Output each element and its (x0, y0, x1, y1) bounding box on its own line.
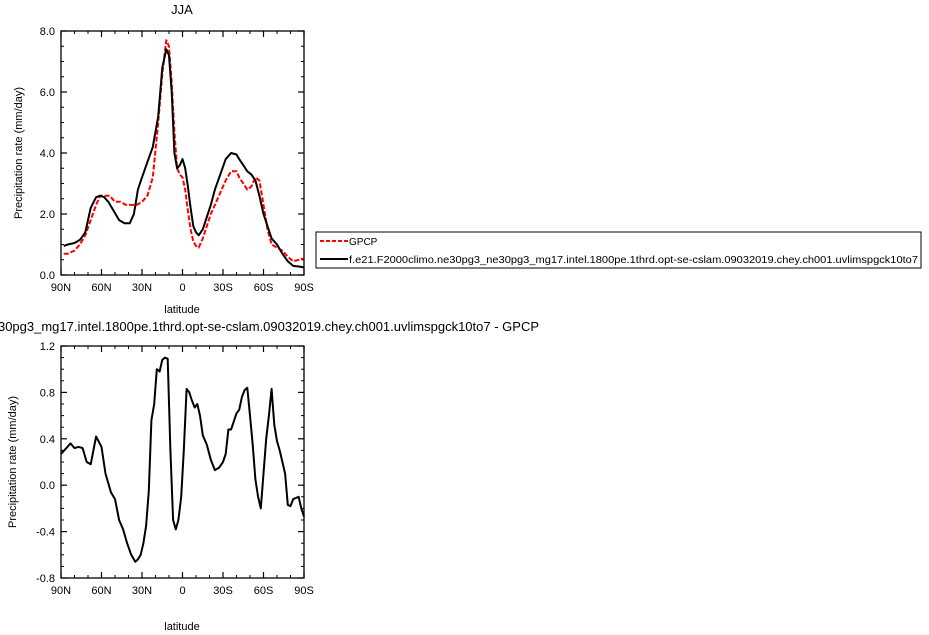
x-tick-label: 30N (132, 585, 152, 597)
x-axis-label: latitude (164, 304, 199, 316)
x-tick-label: 90N (51, 282, 71, 294)
series-line-1 (63, 48, 305, 269)
y-tick-label: 6.0 (40, 87, 55, 99)
y-tick-label: 2.0 (40, 209, 55, 221)
y-axis-label: Precipitation rate (mm/day) (7, 396, 19, 528)
x-tick-label: 30S (213, 282, 233, 294)
x-tick-label: 90S (294, 282, 314, 294)
x-tick-label: 0 (179, 585, 185, 597)
x-tick-label: 60S (254, 585, 274, 597)
x-tick-label: 90S (294, 585, 314, 597)
x-tick-label: 60N (91, 282, 111, 294)
y-tick-label: 0.8 (40, 387, 55, 399)
x-tick-label: 60N (91, 585, 111, 597)
series-line-0 (60, 356, 305, 563)
y-tick-label: 1.2 (40, 341, 55, 353)
chart-jja: JJA 90N 60N 30N 0 30S 60S 90S 0.0 2.0 4.0 6.0 8.0 l… (13, 2, 314, 316)
y-tick-label: 0.0 (40, 270, 55, 282)
chart-difference: f.e21.F2000climo.ne30pg3_ne30pg3_mg17.in… (0, 319, 539, 633)
axis-ticks: 90N 60N 30N 0 30S 60S 90S 0.0 2.0 4.0 6.0 8.0 (40, 26, 314, 294)
legend-box (315, 231, 922, 269)
x-tick-label: 60S (254, 282, 274, 294)
y-tick-label: -0.4 (36, 527, 55, 539)
series-line-0 (63, 39, 305, 263)
axis-ticks: 90N 60N 30N 0 30S 60S 90S -0.8 -0.4 0.0 0.4 0.8 1.2 (36, 341, 314, 597)
x-tick-label: 30N (132, 282, 152, 294)
y-axis-label: Precipitation rate (mm/day) (13, 87, 25, 219)
x-tick-label: 90N (51, 585, 71, 597)
chart-title: JJA (171, 2, 193, 17)
y-tick-label: 0.0 (40, 480, 55, 492)
plot-area-frame (60, 30, 305, 276)
y-tick-label: 8.0 (40, 26, 55, 38)
y-tick-label: 4.0 (40, 148, 55, 160)
legend-label-gpcp: GPCP (349, 237, 378, 248)
x-tick-label: 0 (179, 282, 185, 294)
series-lines (63, 39, 305, 269)
x-tick-label: 30S (213, 585, 233, 597)
y-tick-label: -0.8 (36, 573, 55, 585)
chart-title: f.e21.F2000climo.ne30pg3_ne30pg3_mg17.in… (0, 319, 539, 334)
y-tick-label: 0.4 (40, 434, 55, 446)
series-lines (60, 356, 305, 563)
legend-label-model: f.e21.F2000climo.ne30pg3_ne30pg3_mg17.in… (349, 255, 918, 266)
x-axis-label: latitude (164, 621, 199, 633)
legend: GPCP f.e21.F2000climo.ne30pg3_ne30pg3_mg… (315, 231, 922, 269)
